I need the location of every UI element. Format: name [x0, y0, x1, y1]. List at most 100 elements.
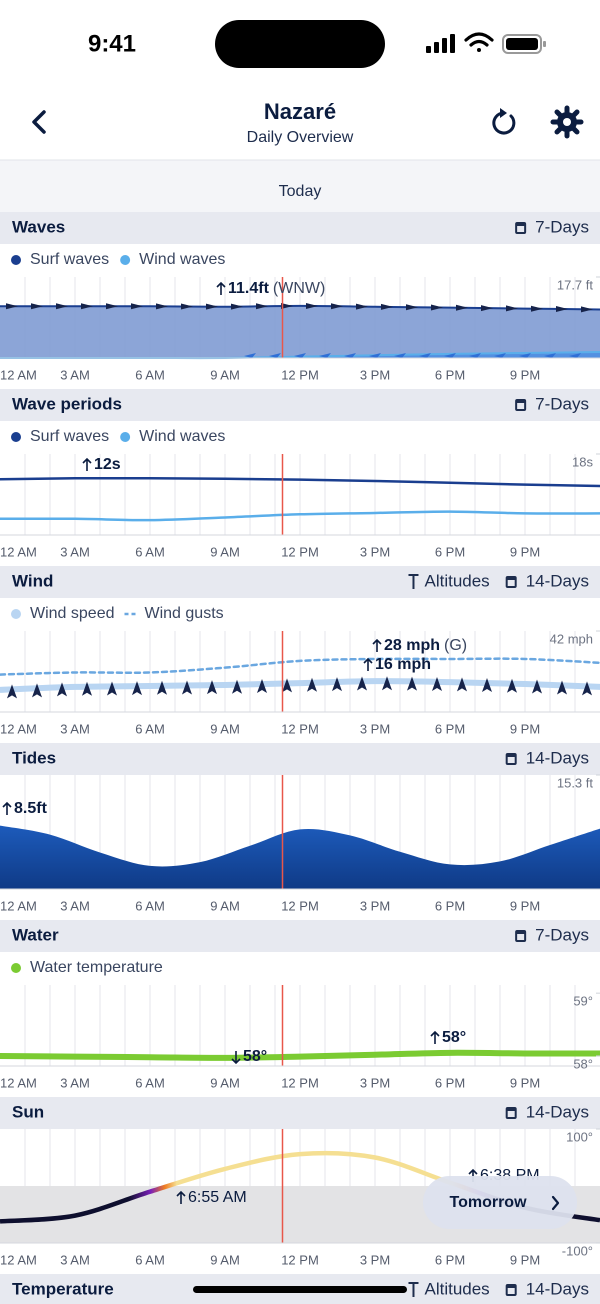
- annotation-value: 16 mph: [375, 656, 431, 673]
- direction-icon: [419, 353, 431, 358]
- y-tick-label: 58°: [573, 1056, 593, 1071]
- time-label: 12 PM: [281, 1075, 319, 1090]
- direction-icon: [544, 353, 556, 358]
- direction-icon: [394, 353, 406, 358]
- range-button[interactable]: 7-Days: [535, 394, 589, 413]
- time-label: 3 AM: [60, 721, 90, 736]
- line: [0, 678, 600, 693]
- direction-icon: [531, 305, 543, 312]
- legend-swatch: [11, 255, 21, 265]
- altitudes-button[interactable]: Altitudes: [424, 1279, 489, 1298]
- calendar-icon: [505, 576, 517, 588]
- direction-icon: [456, 304, 468, 311]
- range-button[interactable]: 7-Days: [535, 925, 589, 944]
- direction-icon: [431, 304, 443, 311]
- range-button[interactable]: 14-Days: [526, 1279, 589, 1298]
- direction-icon: [82, 681, 92, 696]
- time-label: 6 AM: [135, 721, 165, 736]
- direction-icon: [457, 677, 467, 692]
- section-header: [0, 743, 600, 775]
- direction-icon: [231, 303, 243, 310]
- direction-icon: [507, 678, 517, 693]
- time-label: 6 AM: [135, 544, 165, 559]
- calendar-face: [507, 580, 515, 586]
- annotation-arrow: [176, 1190, 186, 1204]
- time-label: 9 AM: [210, 367, 240, 382]
- time-label: 9 PM: [510, 544, 540, 559]
- back-button[interactable]: [32, 110, 46, 134]
- legend-label: Wind waves: [139, 428, 225, 445]
- annotation: 6:55 AM: [188, 1189, 247, 1206]
- status-time: 9:41: [88, 30, 136, 57]
- annotation: 8.5ft: [14, 800, 48, 817]
- direction-icon: [319, 353, 331, 358]
- direction-icon: [181, 303, 193, 310]
- annotation-value: 8.5ft: [14, 800, 48, 817]
- section-title: Temperature: [12, 1279, 114, 1298]
- annotation-arrow: [82, 457, 92, 471]
- direction-icon: [482, 678, 492, 693]
- direction-icon: [556, 306, 568, 313]
- annotation-value: 11.4ft: [228, 280, 270, 297]
- range-button[interactable]: 7-Days: [535, 217, 589, 236]
- signal-icon: [426, 34, 455, 53]
- direction-icon: [32, 683, 42, 698]
- direction-icon: [31, 303, 43, 310]
- direction-icon: [256, 303, 268, 310]
- direction-icon: [81, 303, 93, 310]
- direction-icon: [532, 679, 542, 694]
- direction-icon: [481, 305, 493, 312]
- legend-swatch: [120, 255, 131, 265]
- direction-icon: [381, 303, 393, 310]
- range-button[interactable]: 14-Days: [526, 1102, 589, 1121]
- direction-icon: [207, 680, 217, 695]
- time-label: 3 PM: [360, 1252, 390, 1267]
- time-label: 3 PM: [360, 1075, 390, 1090]
- time-label: 6 PM: [435, 898, 465, 913]
- section-header: [0, 389, 600, 421]
- refresh-button[interactable]: [492, 108, 516, 135]
- time-label: 9 PM: [510, 1252, 540, 1267]
- calendar-face: [517, 934, 525, 940]
- time-label: 3 AM: [60, 544, 90, 559]
- area-edge: [0, 304, 600, 311]
- direction-icon: [107, 681, 117, 696]
- annotation-arrow: [2, 801, 12, 815]
- direction-icon: [569, 353, 581, 358]
- altitudes-button[interactable]: Altitudes: [424, 571, 489, 590]
- legend-swatch: [11, 963, 21, 973]
- time-label: 9 PM: [510, 721, 540, 736]
- page-subtitle: Daily Overview: [247, 129, 354, 146]
- direction-icon: [356, 303, 368, 310]
- direction-icon: [344, 353, 356, 358]
- area: [0, 825, 600, 889]
- time-label: 9 AM: [210, 721, 240, 736]
- y-tick-label: 59°: [573, 994, 593, 1009]
- line: [0, 510, 600, 522]
- time-label: 3 AM: [60, 1075, 90, 1090]
- calendar-icon: [505, 753, 517, 765]
- direction-icon: [206, 303, 218, 310]
- direction-icon: [331, 303, 343, 310]
- annotation: 58°: [442, 1029, 466, 1046]
- time-label: 12 AM: [0, 1252, 37, 1267]
- section-title: Wave periods: [12, 394, 122, 413]
- time-label: 12 PM: [281, 721, 319, 736]
- button-label[interactable]: Tomorrow: [449, 1194, 527, 1211]
- time-label: 6 PM: [435, 721, 465, 736]
- section-header: [0, 1097, 600, 1129]
- range-button[interactable]: 14-Days: [526, 748, 589, 767]
- settings-button[interactable]: [550, 105, 584, 139]
- line: [0, 1049, 600, 1061]
- next-day-button[interactable]: Tomorrow: [423, 1176, 577, 1229]
- direction-icon: [332, 677, 342, 692]
- direction-icon: [182, 680, 192, 695]
- calendar-icon: [505, 1107, 517, 1119]
- direction-icon: [557, 680, 567, 695]
- direction-icon: [306, 302, 318, 309]
- time-label: 12 AM: [0, 721, 37, 736]
- range-button[interactable]: 14-Days: [526, 571, 589, 590]
- direction-icon: [382, 676, 392, 691]
